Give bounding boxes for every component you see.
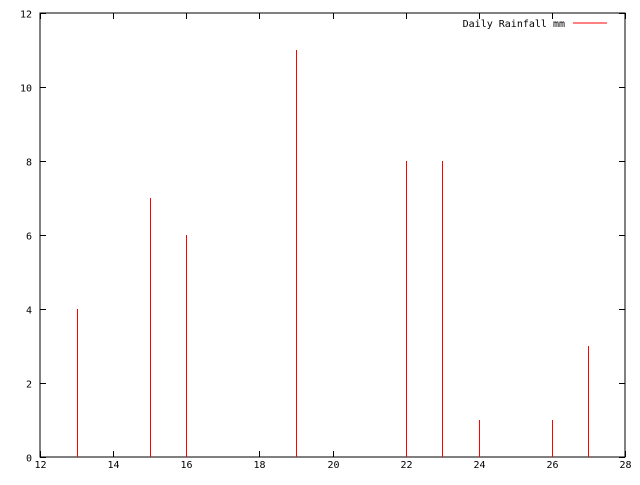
y-tick-label: 0 [26,454,32,465]
x-tick-label: 20 [327,460,339,471]
x-tick-label: 26 [546,460,558,471]
x-tick-label: 12 [34,460,46,471]
x-tick-label: 18 [253,460,265,471]
y-tick-label: 6 [26,232,32,243]
y-tick-label: 4 [26,306,32,317]
y-tick-label: 2 [26,380,32,391]
x-tick-label: 22 [400,460,412,471]
legend-label: Daily Rainfall mm [463,19,565,30]
x-tick-label: 14 [107,460,119,471]
impulse-series [77,50,589,457]
plot-frame [39,12,626,458]
y-tick-label: 10 [20,84,32,95]
y-tick-label: 8 [26,158,32,169]
y-tick-label: 12 [20,10,32,21]
x-tick-label: 24 [473,460,485,471]
x-tick-label: 28 [619,460,631,471]
x-tick-label: 16 [180,460,192,471]
legend: Daily Rainfall mm [463,19,607,30]
